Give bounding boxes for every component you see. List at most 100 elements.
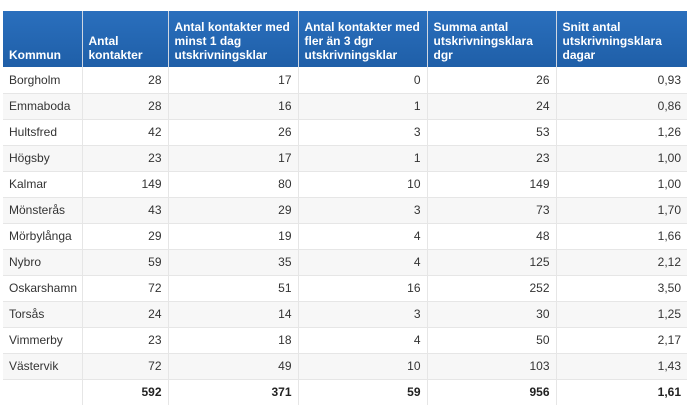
cell-minst-1-dag: 29 [168, 197, 299, 224]
cell-snitt-dagar: 1,26 [556, 119, 687, 146]
cell-fler-an-3-dgr: 10 [298, 353, 428, 380]
table-row: Torsås 24 14 3 30 1,25 [3, 301, 687, 328]
cell-fler-an-3-dgr: 0 [298, 67, 428, 94]
cell-snitt-dagar: 1,25 [556, 301, 687, 328]
cell-fler-an-3-dgr: 4 [298, 327, 428, 354]
cell-kommun: Vimmerby [3, 327, 83, 354]
cell-antal-kontakter: 28 [82, 93, 169, 120]
cell-snitt-dagar: 2,17 [556, 327, 687, 354]
cell-antal-kontakter: 29 [82, 223, 169, 250]
cell-minst-1-dag: 49 [168, 353, 299, 380]
cell-summa-dgr: 53 [427, 119, 557, 146]
cell-fler-an-3-dgr: 1 [298, 145, 428, 172]
cell-minst-1-dag: 80 [168, 171, 299, 198]
table-row: Högsby 23 17 1 23 1,00 [3, 145, 687, 172]
cell-minst-1-dag: 19 [168, 223, 299, 250]
header-snitt-dagar[interactable]: Snitt antal utskrivningsklara dagar [556, 11, 687, 67]
total-cell-fler-an-3-dgr: 59 [298, 379, 428, 405]
cell-antal-kontakter: 72 [82, 275, 169, 302]
cell-kommun: Kalmar [3, 171, 83, 198]
header-kommun[interactable]: Kommun [3, 11, 83, 67]
cell-summa-dgr: 149 [427, 171, 557, 198]
cell-minst-1-dag: 17 [168, 67, 299, 94]
total-row: 592 371 59 956 1,61 [3, 379, 687, 405]
cell-antal-kontakter: 28 [82, 67, 169, 94]
cell-snitt-dagar: 0,93 [556, 67, 687, 94]
cell-minst-1-dag: 35 [168, 249, 299, 276]
cell-snitt-dagar: 1,43 [556, 353, 687, 380]
cell-summa-dgr: 26 [427, 67, 557, 94]
total-cell-minst-1-dag: 371 [168, 379, 299, 405]
total-cell-kommun [3, 379, 83, 405]
cell-minst-1-dag: 26 [168, 119, 299, 146]
cell-summa-dgr: 48 [427, 223, 557, 250]
cell-summa-dgr: 50 [427, 327, 557, 354]
cell-antal-kontakter: 23 [82, 145, 169, 172]
cell-antal-kontakter: 72 [82, 353, 169, 380]
cell-fler-an-3-dgr: 3 [298, 301, 428, 328]
cell-minst-1-dag: 14 [168, 301, 299, 328]
table-row: Borgholm 28 17 0 26 0,93 [3, 67, 687, 94]
table-row: Nybro 59 35 4 125 2,12 [3, 249, 687, 276]
table-body: Borgholm 28 17 0 26 0,93 Emmaboda 28 16 … [3, 67, 687, 405]
cell-summa-dgr: 73 [427, 197, 557, 224]
cell-antal-kontakter: 149 [82, 171, 169, 198]
cell-snitt-dagar: 0,86 [556, 93, 687, 120]
cell-kommun: Mörbylånga [3, 223, 83, 250]
cell-kommun: Mönsterås [3, 197, 83, 224]
cell-fler-an-3-dgr: 1 [298, 93, 428, 120]
data-table: Kommun Antal kontakter Antal kontakter m… [3, 11, 687, 405]
header-antal-kontakter[interactable]: Antal kontakter [82, 11, 169, 67]
cell-antal-kontakter: 23 [82, 327, 169, 354]
cell-kommun: Nybro [3, 249, 83, 276]
cell-fler-an-3-dgr: 10 [298, 171, 428, 198]
table-header: Kommun Antal kontakter Antal kontakter m… [3, 11, 687, 67]
cell-summa-dgr: 252 [427, 275, 557, 302]
cell-antal-kontakter: 59 [82, 249, 169, 276]
cell-antal-kontakter: 24 [82, 301, 169, 328]
cell-summa-dgr: 30 [427, 301, 557, 328]
table-row: Mörbylånga 29 19 4 48 1,66 [3, 223, 687, 250]
cell-fler-an-3-dgr: 4 [298, 249, 428, 276]
cell-antal-kontakter: 42 [82, 119, 169, 146]
table-row: Kalmar 149 80 10 149 1,00 [3, 171, 687, 198]
cell-snitt-dagar: 3,50 [556, 275, 687, 302]
total-cell-antal-kontakter: 592 [82, 379, 169, 405]
table-row: Oskarshamn 72 51 16 252 3,50 [3, 275, 687, 302]
cell-snitt-dagar: 1,70 [556, 197, 687, 224]
cell-snitt-dagar: 1,66 [556, 223, 687, 250]
header-summa-dgr[interactable]: Summa antal utskrivningsklara dgr [427, 11, 557, 67]
cell-summa-dgr: 103 [427, 353, 557, 380]
cell-kommun: Högsby [3, 145, 83, 172]
cell-kommun: Borgholm [3, 67, 83, 94]
total-cell-snitt-dagar: 1,61 [556, 379, 687, 405]
header-minst-1-dag[interactable]: Antal kontakter med minst 1 dag utskrivn… [168, 11, 299, 67]
cell-kommun: Hultsfred [3, 119, 83, 146]
cell-fler-an-3-dgr: 3 [298, 197, 428, 224]
cell-summa-dgr: 125 [427, 249, 557, 276]
cell-kommun: Västervik [3, 353, 83, 380]
cell-snitt-dagar: 2,12 [556, 249, 687, 276]
cell-minst-1-dag: 16 [168, 93, 299, 120]
header-row: Kommun Antal kontakter Antal kontakter m… [3, 11, 687, 67]
table-row: Hultsfred 42 26 3 53 1,26 [3, 119, 687, 146]
cell-summa-dgr: 24 [427, 93, 557, 120]
cell-snitt-dagar: 1,00 [556, 171, 687, 198]
cell-kommun: Oskarshamn [3, 275, 83, 302]
table-row: Emmaboda 28 16 1 24 0,86 [3, 93, 687, 120]
cell-kommun: Emmaboda [3, 93, 83, 120]
cell-fler-an-3-dgr: 4 [298, 223, 428, 250]
header-fler-an-3-dgr[interactable]: Antal kontakter med fler än 3 dgr utskri… [298, 11, 428, 67]
cell-snitt-dagar: 1,00 [556, 145, 687, 172]
table-row: Vimmerby 23 18 4 50 2,17 [3, 327, 687, 354]
cell-minst-1-dag: 17 [168, 145, 299, 172]
cell-fler-an-3-dgr: 3 [298, 119, 428, 146]
total-cell-summa-dgr: 956 [427, 379, 557, 405]
table-row: Västervik 72 49 10 103 1,43 [3, 353, 687, 380]
cell-minst-1-dag: 51 [168, 275, 299, 302]
cell-kommun: Torsås [3, 301, 83, 328]
cell-antal-kontakter: 43 [82, 197, 169, 224]
cell-fler-an-3-dgr: 16 [298, 275, 428, 302]
cell-minst-1-dag: 18 [168, 327, 299, 354]
